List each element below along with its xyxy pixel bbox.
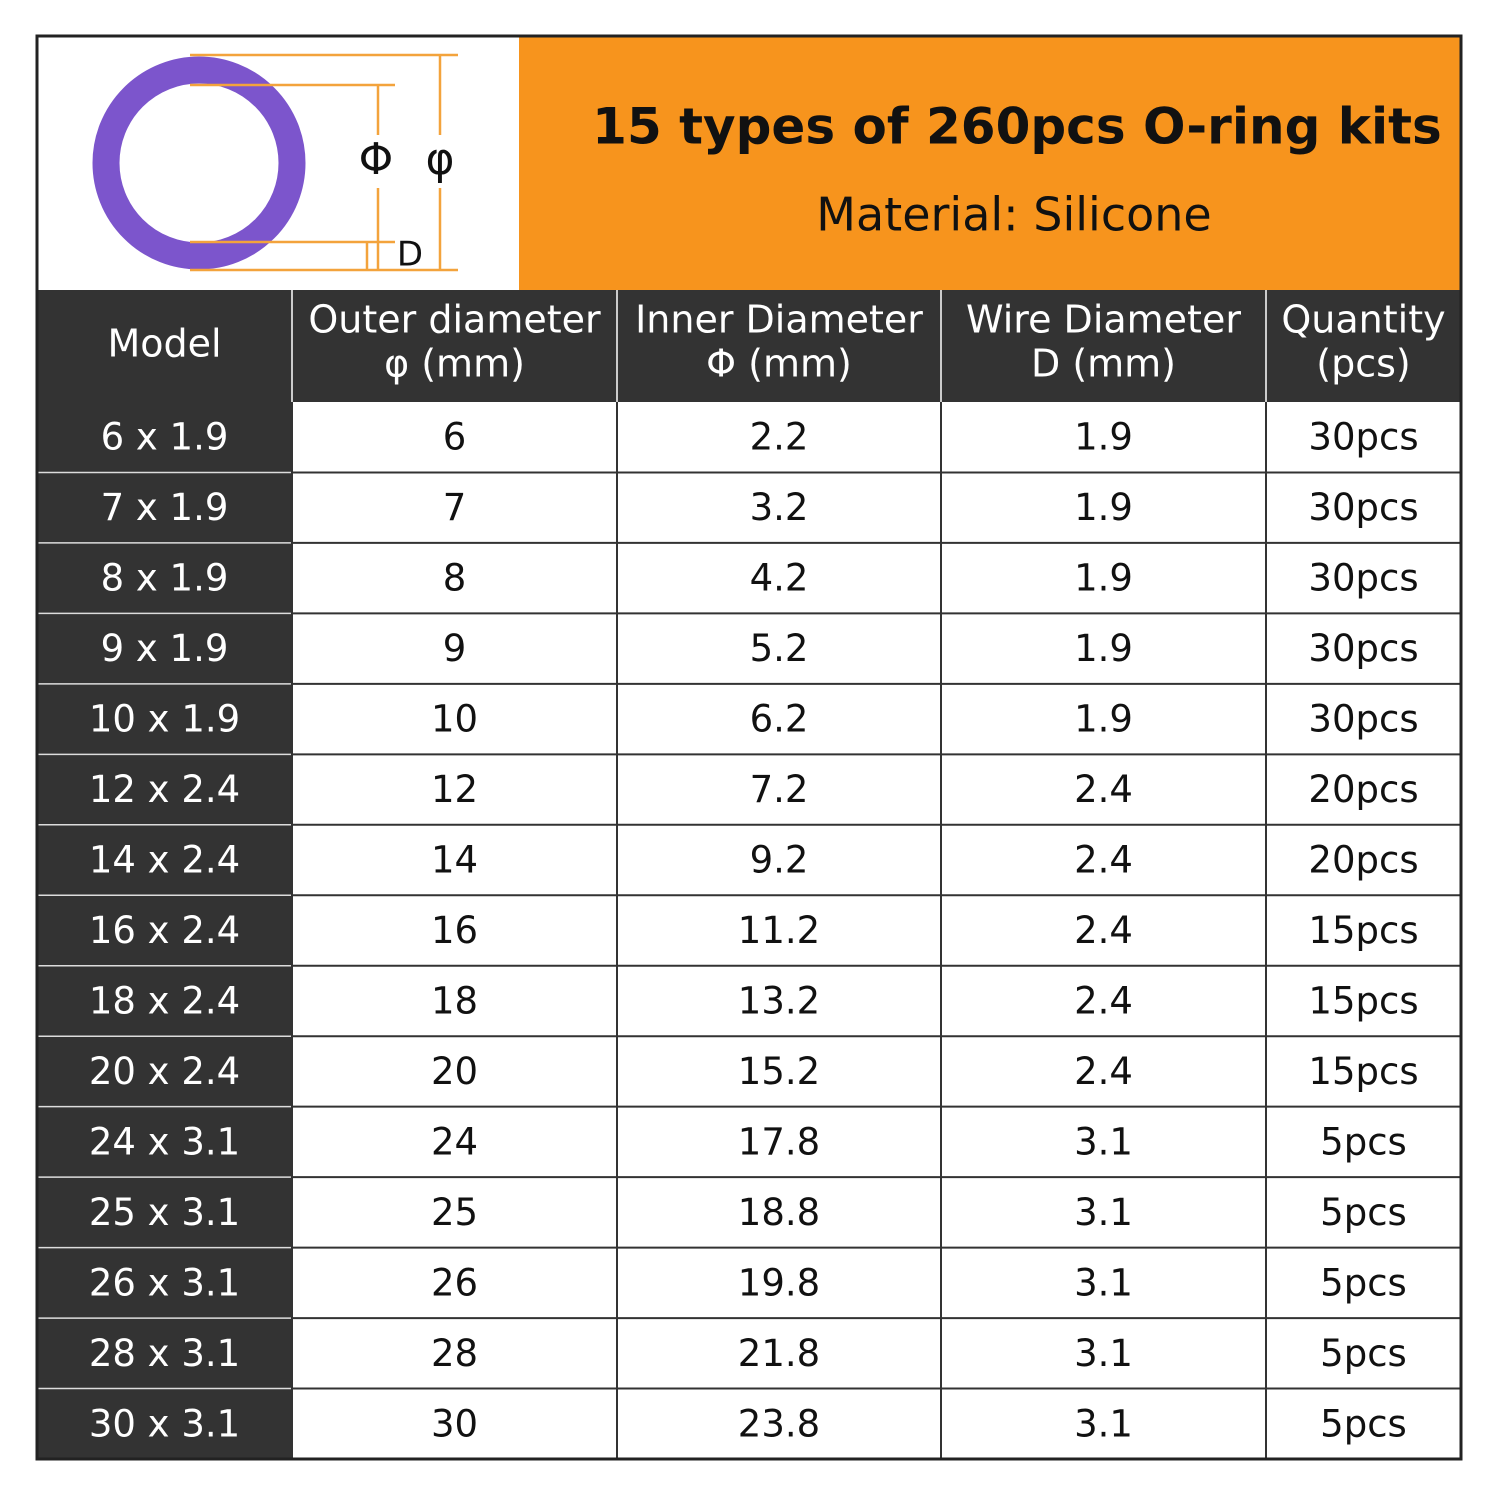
table-cell: 15pcs	[1308, 979, 1418, 1022]
inner-label: Φ	[359, 134, 394, 185]
column-header: Outer diameter	[308, 298, 601, 342]
table-cell: 28	[431, 1332, 478, 1375]
table-cell: 5.2	[750, 627, 809, 670]
dimension-lines	[190, 53, 458, 272]
model-cell: 8 x 1.9	[101, 557, 229, 600]
model-cell: 20 x 2.4	[89, 1050, 240, 1093]
model-cell: 25 x 3.1	[89, 1191, 240, 1234]
table-cell: 4.2	[750, 557, 809, 600]
model-cell: 12 x 2.4	[89, 768, 240, 811]
table-cell: 1.9	[1074, 627, 1133, 670]
ring-diagram: Φ φ D	[92, 53, 458, 275]
table-cell: 2.4	[1074, 909, 1133, 952]
table-cell: 6.2	[750, 698, 809, 741]
table-cell: 21.8	[738, 1332, 820, 1375]
model-cell: 30 x 3.1	[89, 1402, 240, 1445]
table-cell: 5pcs	[1320, 1120, 1407, 1163]
table-cell: 25	[431, 1191, 478, 1234]
table-cell: 3.1	[1074, 1261, 1133, 1304]
table-cell: 30pcs	[1308, 486, 1418, 529]
table-cell: 30pcs	[1308, 416, 1418, 459]
table-cell: 14	[431, 839, 478, 882]
model-cell: 6 x 1.9	[101, 416, 229, 459]
table-cell: 6	[443, 416, 467, 459]
column-header: Φ (mm)	[706, 342, 852, 386]
column-header: (pcs)	[1316, 342, 1410, 386]
table-cell: 7	[443, 486, 467, 529]
table-cell: 5pcs	[1320, 1332, 1407, 1375]
table-cell: 20	[431, 1050, 478, 1093]
column-header: Inner Diameter	[635, 298, 923, 342]
model-cell: 26 x 3.1	[89, 1261, 240, 1304]
table-cell: 30pcs	[1308, 627, 1418, 670]
table-cell: 19.8	[738, 1261, 820, 1304]
table-cell: 2.2	[750, 416, 809, 459]
table-cell: 13.2	[738, 979, 820, 1022]
table-cell: 1.9	[1074, 557, 1133, 600]
table-cell: 1.9	[1074, 698, 1133, 741]
table-cell: 16	[431, 909, 478, 952]
table-cell: 10	[431, 698, 478, 741]
table-cell: 20pcs	[1308, 768, 1418, 811]
table-cell: 18.8	[738, 1191, 820, 1234]
table-cell: 12	[431, 768, 478, 811]
table-cell: 2.4	[1074, 1050, 1133, 1093]
table-cell: 15.2	[738, 1050, 820, 1093]
model-cell: 18 x 2.4	[89, 979, 240, 1022]
column-header: D (mm)	[1031, 342, 1176, 386]
outer-label: φ	[425, 134, 454, 185]
table-cell: 11.2	[738, 909, 820, 952]
outer-border	[35, 34, 1463, 1461]
column-header: Quantity	[1281, 298, 1445, 342]
table-cell: 5pcs	[1320, 1261, 1407, 1304]
model-cell: 14 x 2.4	[89, 839, 240, 882]
table-cell: 3.1	[1074, 1402, 1133, 1445]
table-cell: 26	[431, 1261, 478, 1304]
table-cell: 17.8	[738, 1120, 820, 1163]
table-cell: 23.8	[738, 1402, 820, 1445]
table-cell: 15pcs	[1308, 909, 1418, 952]
table-cell: 2.4	[1074, 839, 1133, 882]
table-cell: 24	[431, 1120, 478, 1163]
table-cell: 9.2	[750, 839, 809, 882]
table-cell: 5pcs	[1320, 1191, 1407, 1234]
subtitle: Material: Silicone	[816, 188, 1211, 242]
header-row	[37, 290, 1461, 402]
model-cell: 16 x 2.4	[89, 909, 240, 952]
table-cell: 30	[431, 1402, 478, 1445]
table-cell: 3.1	[1074, 1191, 1133, 1234]
table-cell: 20pcs	[1308, 839, 1418, 882]
table-cell: 30pcs	[1308, 557, 1418, 600]
model-cell: 9 x 1.9	[101, 627, 229, 670]
table-cell: 15pcs	[1308, 1050, 1418, 1093]
title-banner	[519, 36, 1461, 290]
model-column	[37, 402, 292, 1459]
title: 15 types of 260pcs O-ring kits	[592, 98, 1442, 156]
o-ring	[92, 56, 306, 270]
model-cell: 10 x 1.9	[89, 698, 240, 741]
table-cell: 2.4	[1074, 979, 1133, 1022]
table-cell: 3.1	[1074, 1332, 1133, 1375]
table-cell: 8	[443, 557, 467, 600]
model-cell: 24 x 3.1	[89, 1120, 240, 1163]
table-cell: 5pcs	[1320, 1402, 1407, 1445]
wire-label: D	[397, 235, 423, 275]
table-cell: 2.4	[1074, 768, 1133, 811]
model-cell: 7 x 1.9	[101, 486, 229, 529]
table-cell: 1.9	[1074, 486, 1133, 529]
table-cell: 9	[443, 627, 467, 670]
column-header: Wire Diameter	[966, 298, 1241, 342]
table-cell: 1.9	[1074, 416, 1133, 459]
table-cell: 18	[431, 979, 478, 1022]
table-cell: 3.2	[750, 486, 809, 529]
column-header: Model	[107, 322, 221, 366]
table-cell: 30pcs	[1308, 698, 1418, 741]
column-header: φ (mm)	[384, 342, 525, 386]
model-cell: 28 x 3.1	[89, 1332, 240, 1375]
table-cell: 3.1	[1074, 1120, 1133, 1163]
table-cell: 7.2	[750, 768, 809, 811]
